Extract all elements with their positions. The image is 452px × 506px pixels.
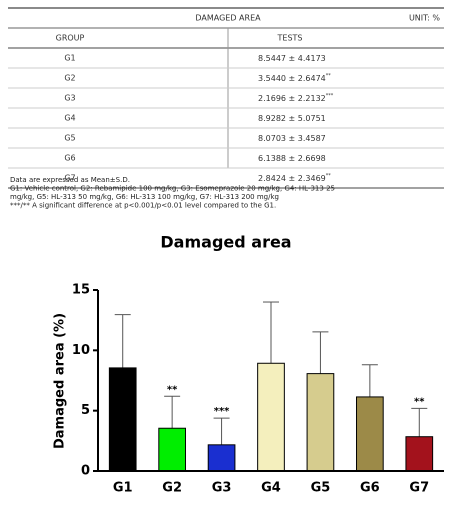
y-axis-label: Damaged area (%)	[53, 313, 68, 449]
bar	[257, 362, 285, 472]
tests-cell: 2.8424 ± 2.3469**	[258, 173, 331, 183]
group-cell: G2	[64, 74, 75, 83]
tests-value: 2.1696 ± 2.2132	[258, 94, 326, 103]
significance: ***	[326, 93, 334, 99]
bar	[405, 436, 434, 472]
tests-value: 8.5447 ± 4.4173	[258, 54, 326, 63]
y-tick-label: 0	[81, 464, 90, 479]
significance: **	[326, 73, 332, 79]
y-tick-label: 15	[72, 283, 90, 298]
x-tick-label: G2	[162, 481, 182, 496]
note: ***/** A significant difference at p<0.0…	[10, 202, 276, 210]
bar	[356, 396, 384, 472]
chart-title: Damaged area	[160, 233, 291, 252]
x-tick-label: G5	[311, 481, 331, 496]
note: Data are expressed as Mean±S.D.	[10, 176, 130, 184]
significance: **	[326, 173, 332, 179]
group-cell: G5	[64, 134, 75, 143]
group-cell: G4	[64, 114, 75, 123]
x-tick-label: G4	[261, 481, 281, 496]
group-cell: G6	[64, 154, 75, 163]
group-cell: G1	[64, 54, 75, 63]
bar	[306, 373, 335, 472]
x-tick-label: G3	[212, 481, 232, 496]
tests-value: 3.5440 ± 2.6474	[258, 74, 326, 83]
x-tick-label: G6	[360, 481, 380, 496]
tests-value: 2.8424 ± 2.3469	[258, 174, 326, 183]
x-tick-label: G7	[409, 481, 429, 496]
significance-label: **	[414, 396, 425, 407]
column-header: TESTS	[277, 34, 303, 43]
tests-cell: 3.5440 ± 2.6474**	[258, 73, 331, 83]
tests-cell: 8.5447 ± 4.4173	[258, 54, 326, 63]
x-tick-label: G1	[113, 481, 133, 496]
bar	[158, 427, 186, 472]
table-title: DAMAGED AREA	[195, 14, 261, 23]
column-header: GROUP	[56, 34, 85, 43]
y-tick-label: 5	[81, 403, 90, 418]
significance-label: ***	[214, 406, 230, 417]
note: G1: Vehicle control, G2: Rebamipide 100 …	[10, 185, 335, 193]
significance-label: **	[167, 384, 178, 395]
tests-value: 8.9282 ± 5.0751	[258, 114, 326, 123]
note: mg/kg, G5: HL-313 50 mg/kg, G6: HL-313 1…	[10, 193, 279, 201]
bar	[108, 367, 137, 472]
tests-cell: 8.9282 ± 5.0751	[258, 114, 326, 123]
bar	[207, 444, 236, 472]
table-unit: UNIT: %	[409, 14, 440, 23]
tests-cell: 6.1388 ± 2.6698	[258, 154, 326, 163]
tests-value: 6.1388 ± 2.6698	[258, 154, 326, 163]
tests-cell: 2.1696 ± 2.2132***	[258, 93, 334, 103]
group-cell: G7	[64, 174, 75, 183]
y-tick-label: 10	[72, 343, 90, 358]
tests-value: 8.0703 ± 3.4587	[258, 134, 326, 143]
tests-cell: 8.0703 ± 3.4587	[258, 134, 326, 143]
group-cell: G3	[64, 94, 75, 103]
